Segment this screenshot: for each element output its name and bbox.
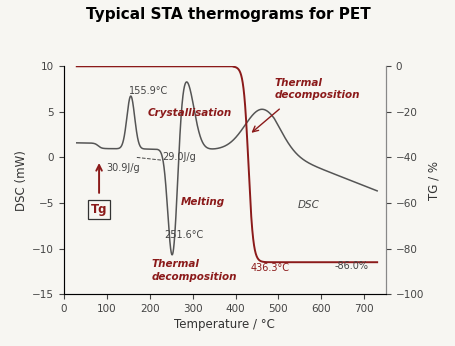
- X-axis label: Temperature / °C: Temperature / °C: [174, 318, 275, 331]
- Text: Thermal
decomposition: Thermal decomposition: [152, 260, 237, 282]
- Text: Crystallisation: Crystallisation: [147, 108, 231, 118]
- Text: Tg: Tg: [91, 203, 107, 216]
- Text: DSC: DSC: [297, 200, 319, 210]
- Text: Typical STA thermograms for PET: Typical STA thermograms for PET: [86, 7, 369, 22]
- Text: 30.9J/g: 30.9J/g: [106, 163, 139, 173]
- Y-axis label: TG / %: TG / %: [427, 161, 440, 200]
- Y-axis label: DSC (mW): DSC (mW): [15, 150, 28, 211]
- Text: 29.0J/g: 29.0J/g: [162, 153, 196, 162]
- Text: 251.6°C: 251.6°C: [164, 230, 203, 240]
- Text: Thermal
decomposition: Thermal decomposition: [273, 78, 359, 100]
- Text: 155.9°C: 155.9°C: [129, 86, 168, 95]
- Text: Melting: Melting: [180, 197, 224, 207]
- Text: -86.0%: -86.0%: [334, 261, 368, 271]
- Text: 436.3°C: 436.3°C: [250, 263, 289, 273]
